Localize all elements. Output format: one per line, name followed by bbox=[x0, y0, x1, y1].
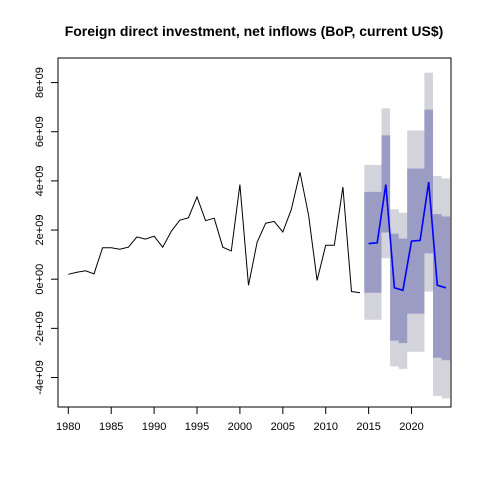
x-tick-label: 1995 bbox=[185, 421, 209, 433]
x-tick-label: 1990 bbox=[142, 421, 166, 433]
y-tick-label: 0e+00 bbox=[34, 264, 46, 295]
x-tick-label: 2020 bbox=[399, 421, 423, 433]
y-tick-label: -4e+09 bbox=[34, 360, 46, 395]
x-axis: 1980 1985 1990 1995 2000 2005 2010 2015 2020 bbox=[56, 406, 424, 433]
chart-title: Foreign direct investment, net inflows (… bbox=[65, 23, 444, 39]
history-line bbox=[68, 172, 361, 294]
x-tick-label: 1980 bbox=[56, 421, 80, 433]
x-tick-label: 2005 bbox=[271, 421, 295, 433]
x-tick-label: 2010 bbox=[313, 421, 337, 433]
y-tick-label: 2e+09 bbox=[34, 215, 46, 246]
x-tick-label: 2000 bbox=[228, 421, 252, 433]
forecast-line bbox=[368, 181, 447, 292]
x-tick-label: 2015 bbox=[356, 421, 380, 433]
y-tick-label: -2e+09 bbox=[34, 311, 46, 346]
y-axis: -4e+09 -2e+09 0e+00 2e+09 4e+09 6e+09 8e+09 bbox=[34, 67, 59, 395]
y-tick-label: 6e+09 bbox=[34, 116, 46, 147]
series-lines bbox=[68, 172, 447, 294]
y-tick-label: 8e+09 bbox=[34, 67, 46, 98]
y-tick-label: 4e+09 bbox=[34, 165, 46, 196]
prediction-bands bbox=[364, 72, 451, 399]
band-80 bbox=[364, 109, 451, 361]
x-tick-label: 1985 bbox=[99, 421, 123, 433]
